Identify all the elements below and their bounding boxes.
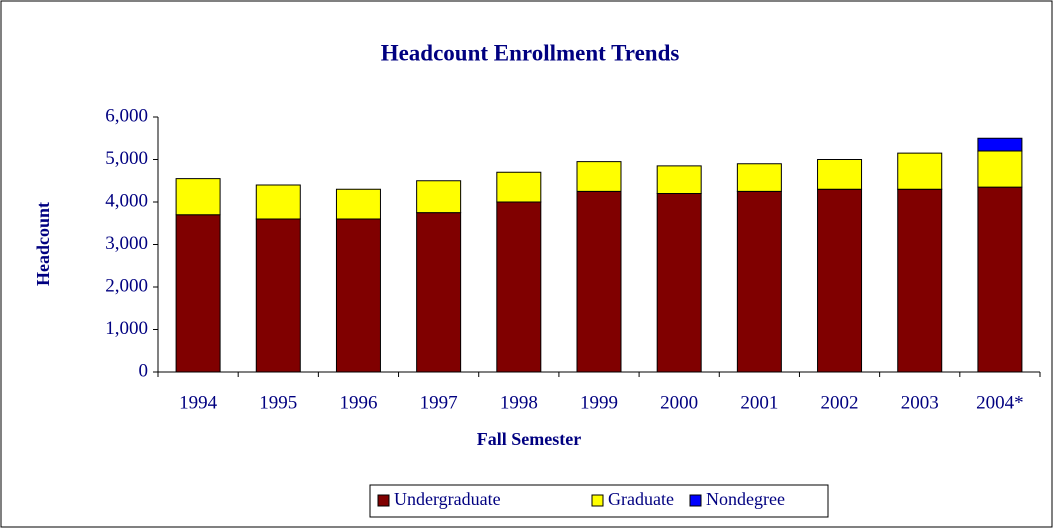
legend-swatch — [689, 494, 702, 507]
x-tick-label: 2001 — [740, 392, 778, 413]
legend-label: Undergraduate — [394, 489, 501, 509]
legend-label: Nondegree — [706, 489, 785, 509]
y-tick-label: 6,000 — [105, 105, 148, 126]
y-tick-label: 0 — [139, 360, 149, 381]
chart-title: Headcount Enrollment Trends — [381, 40, 680, 65]
x-tick-label: 1997 — [420, 392, 458, 413]
y-tick-label: 3,000 — [105, 233, 148, 254]
x-tick-label: 1998 — [500, 392, 538, 413]
x-tick-label: 2000 — [660, 392, 698, 413]
y-tick-label: 2,000 — [105, 275, 148, 296]
x-axis-label: Fall Semester — [477, 429, 581, 449]
x-tick-label: 2002 — [821, 392, 859, 413]
bar-segment — [255, 184, 301, 220]
bar-segment — [977, 186, 1023, 373]
x-tick-label: 1995 — [259, 392, 297, 413]
bar-segment — [175, 214, 221, 373]
bar-segment — [736, 163, 782, 192]
bar-segment — [416, 180, 462, 214]
x-tick-label: 1999 — [580, 392, 618, 413]
bar-segment — [496, 171, 542, 203]
x-tick-label: 1996 — [339, 392, 377, 413]
x-tick-label: 2004* — [976, 392, 1024, 413]
bar-segment — [817, 159, 863, 190]
legend-label: Graduate — [608, 489, 674, 509]
bar-segment — [897, 188, 943, 373]
legend-swatch — [591, 494, 604, 507]
bar-segment — [977, 150, 1023, 188]
y-tick-label: 5,000 — [105, 148, 148, 169]
y-tick-label: 1,000 — [105, 318, 148, 339]
bar-segment — [175, 178, 221, 216]
legend-swatch — [377, 494, 390, 507]
bar-segment — [736, 190, 782, 373]
bar-segment — [977, 137, 1023, 152]
bar-segment — [335, 188, 381, 220]
bar-segment — [897, 152, 943, 190]
y-axis-label: Headcount — [33, 202, 53, 286]
bar-segment — [817, 188, 863, 373]
bar-segment — [576, 161, 622, 192]
bar-segment — [335, 218, 381, 373]
bar-segment — [576, 190, 622, 373]
bar-segment — [656, 165, 702, 194]
bar-segment — [496, 201, 542, 373]
x-tick-label: 1994 — [179, 392, 218, 413]
bar-segment — [416, 212, 462, 373]
y-tick-label: 4,000 — [105, 190, 148, 211]
x-tick-label: 2003 — [901, 392, 939, 413]
bar-segment — [255, 218, 301, 373]
bar-segment — [656, 193, 702, 373]
